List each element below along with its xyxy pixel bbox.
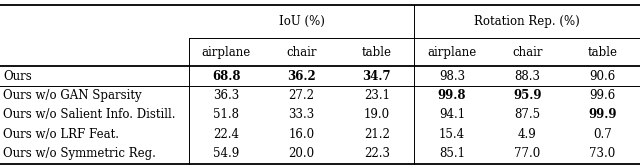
Text: 87.5: 87.5: [514, 108, 540, 122]
Text: Ours: Ours: [3, 70, 32, 83]
Text: Ours w/o GAN Sparsity: Ours w/o GAN Sparsity: [3, 89, 142, 102]
Text: 36.2: 36.2: [287, 70, 316, 83]
Text: 0.7: 0.7: [593, 128, 612, 141]
Text: 33.3: 33.3: [289, 108, 315, 122]
Text: 99.9: 99.9: [588, 108, 617, 122]
Text: IoU (%): IoU (%): [278, 15, 324, 28]
Text: 68.8: 68.8: [212, 70, 241, 83]
Text: 15.4: 15.4: [439, 128, 465, 141]
Text: 27.2: 27.2: [289, 89, 315, 102]
Text: 95.9: 95.9: [513, 89, 541, 102]
Text: table: table: [588, 46, 618, 59]
Text: 54.9: 54.9: [213, 147, 239, 160]
Text: airplane: airplane: [428, 46, 477, 59]
Text: 94.1: 94.1: [439, 108, 465, 122]
Text: 16.0: 16.0: [289, 128, 315, 141]
Text: 19.0: 19.0: [364, 108, 390, 122]
Text: 21.2: 21.2: [364, 128, 390, 141]
Text: 22.4: 22.4: [213, 128, 239, 141]
Text: 22.3: 22.3: [364, 147, 390, 160]
Text: chair: chair: [286, 46, 317, 59]
Text: 88.3: 88.3: [514, 70, 540, 83]
Text: 51.8: 51.8: [213, 108, 239, 122]
Text: 4.9: 4.9: [518, 128, 536, 141]
Text: 99.6: 99.6: [589, 89, 616, 102]
Text: 85.1: 85.1: [439, 147, 465, 160]
Text: 23.1: 23.1: [364, 89, 390, 102]
Text: Ours w/o Symmetric Reg.: Ours w/o Symmetric Reg.: [3, 147, 156, 160]
Text: 99.8: 99.8: [438, 89, 467, 102]
Text: 20.0: 20.0: [289, 147, 315, 160]
Text: chair: chair: [512, 46, 543, 59]
Text: airplane: airplane: [202, 46, 251, 59]
Text: 73.0: 73.0: [589, 147, 616, 160]
Text: Ours w/o Salient Info. Distill.: Ours w/o Salient Info. Distill.: [3, 108, 176, 122]
Text: 90.6: 90.6: [589, 70, 616, 83]
Text: Ours w/o LRF Feat.: Ours w/o LRF Feat.: [3, 128, 119, 141]
Text: 34.7: 34.7: [362, 70, 391, 83]
Text: 77.0: 77.0: [514, 147, 540, 160]
Text: 36.3: 36.3: [213, 89, 239, 102]
Text: 98.3: 98.3: [439, 70, 465, 83]
Text: Rotation Rep. (%): Rotation Rep. (%): [474, 15, 580, 28]
Text: table: table: [362, 46, 392, 59]
